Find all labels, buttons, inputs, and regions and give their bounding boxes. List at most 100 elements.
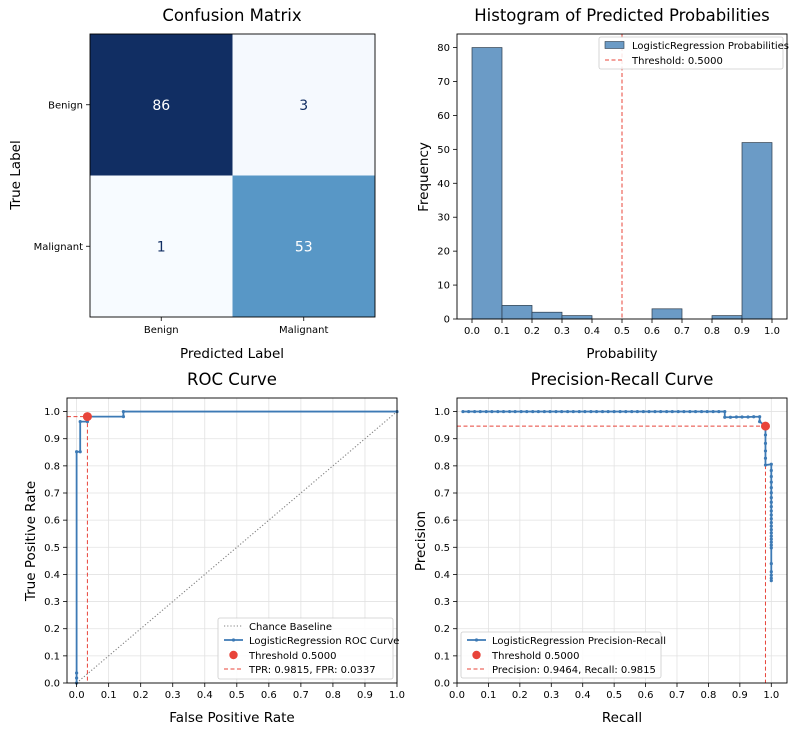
roc-legend-label-chance: Chance Baseline — [249, 622, 332, 633]
pr-curve-point — [467, 409, 471, 414]
roc-xtick-label: 0.0 — [69, 690, 85, 701]
pr-curve-point — [624, 409, 628, 414]
pr-xlabel: Recall — [602, 710, 642, 726]
pr-ytick-label: 0.7 — [434, 489, 450, 500]
roc-xtick-label: 0.5 — [229, 690, 245, 701]
pr-threshold-point — [760, 421, 770, 431]
histogram-xtick-label: 0.5 — [614, 326, 630, 337]
pr-curve-point — [647, 409, 651, 414]
roc-legend-threshold-marker — [229, 650, 238, 660]
histogram-bar — [741, 142, 773, 320]
pr-curve-point — [769, 579, 773, 583]
pr-curve-point — [769, 537, 773, 541]
roc-chance-line — [76, 411, 398, 684]
histogram-ytick-label: 80 — [437, 43, 450, 54]
roc-curve-point — [78, 420, 82, 424]
pr-curve-point — [758, 420, 762, 424]
roc-ytick-label: 0.2 — [44, 624, 60, 635]
roc-xtick-label: 0.3 — [165, 690, 181, 701]
roc-curve-point — [75, 676, 79, 680]
histogram-ytick-label: 60 — [437, 111, 450, 122]
pr-curve-point — [769, 561, 773, 566]
pr-xtick-label: 0.4 — [575, 690, 591, 701]
pr-curve-point — [507, 409, 512, 414]
pr-curve-point — [763, 463, 768, 467]
pr-curve-point — [571, 409, 575, 414]
histogram-ytick-label: 40 — [437, 179, 450, 190]
roc-legend-label-threshold: Threshold 0.5000 — [248, 651, 336, 662]
confusion-matrix-ylabel: True Label — [8, 140, 24, 210]
pr-curve-point — [589, 409, 593, 414]
roc-curve-point — [121, 409, 126, 414]
pr-curve-point — [594, 409, 599, 414]
histogram-ytick-label: 70 — [437, 77, 450, 88]
pr-curve-point — [769, 474, 773, 479]
pr-curve-point — [531, 409, 535, 414]
pr-legend-curve-marker — [474, 638, 479, 642]
roc-legend-label-tpr-fpr: TPR: 0.9815, FPR: 0.0337 — [248, 665, 376, 676]
histogram-ytick-label: 10 — [437, 281, 450, 292]
pr-curve-point — [728, 415, 733, 419]
pr-ytick-label: 0.3 — [434, 597, 450, 608]
pr-curve-point — [577, 409, 581, 414]
pr-curve-point — [769, 546, 773, 550]
pr-curve-point — [769, 573, 773, 577]
confusion-matrix-cell-value: 53 — [295, 239, 313, 255]
confusion-matrix-cell-value: 3 — [299, 98, 308, 114]
histogram-ylabel: Frequency — [416, 142, 432, 212]
roc-curve-point — [75, 671, 79, 675]
roc-xtick-label: 0.2 — [133, 690, 149, 701]
pr-curve-point — [699, 409, 704, 414]
pr-curve-point — [769, 496, 773, 500]
pr-curve-point — [752, 415, 756, 419]
pr-curve-point — [548, 409, 552, 414]
histogram-legend: LogisticRegression Probabilities Thresho… — [598, 36, 789, 70]
pr-curve-point — [554, 409, 558, 414]
roc-ytick-label: 0.5 — [44, 543, 60, 554]
pr-ytick-label: 0.2 — [434, 624, 450, 635]
confusion-matrix-title: Confusion Matrix — [162, 6, 302, 25]
histogram-xtick-label: 0.3 — [554, 326, 570, 337]
pr-ytick-label: 0.4 — [434, 570, 450, 581]
pr-xtick-label: 1.0 — [763, 690, 779, 701]
pr-curve-point — [560, 409, 564, 414]
roc-curve-point — [121, 414, 126, 419]
pr-curve-point — [473, 409, 477, 414]
pr-curve-point — [769, 534, 773, 538]
confusion-matrix-frame — [89, 33, 376, 318]
histogram-legend-label-bars: LogisticRegression Probabilities — [632, 41, 789, 52]
confusion-matrix-xtick-label: Malignant — [279, 325, 328, 336]
pr-curve-point — [490, 409, 494, 414]
roc-legend-curve-marker — [231, 638, 236, 642]
pr-curve-point — [769, 491, 773, 495]
pr-curve-point — [769, 520, 773, 525]
histogram-bar — [531, 311, 563, 320]
pr-curve-point — [566, 409, 570, 414]
confusion-matrix-cell-value: 1 — [157, 239, 166, 255]
pr-curve-point — [693, 409, 698, 414]
pr-xtick-label: 0.5 — [606, 690, 622, 701]
pr-curve-point — [769, 480, 773, 484]
pr-curve-point — [763, 449, 768, 453]
histogram-panel: Histogram of Predicted Probabilities 0.0… — [416, 6, 789, 362]
pr-curve-point — [513, 409, 517, 414]
histogram-ytick-label: 30 — [437, 213, 450, 224]
pr-curve-point — [676, 409, 680, 414]
roc-xtick-label: 0.7 — [293, 690, 309, 701]
pr-title: Precision-Recall Curve — [531, 370, 714, 389]
pr-xtick-label: 0.0 — [449, 690, 465, 701]
confusion-matrix-cell — [232, 175, 375, 317]
roc-ytick-label: 0.7 — [44, 489, 60, 500]
pr-curve-point — [630, 409, 634, 414]
pr-frame — [456, 397, 788, 684]
pr-curve-point — [723, 415, 727, 419]
confusion-matrix-cell — [232, 34, 375, 176]
roc-legend: Chance Baseline LogisticRegression ROC C… — [217, 617, 399, 680]
roc-ytick-label: 0.6 — [44, 516, 60, 527]
roc-legend-label-curve: LogisticRegression ROC Curve — [249, 636, 399, 647]
histogram-xtick-label: 0.2 — [524, 326, 540, 337]
roc-threshold-point — [82, 412, 92, 422]
roc-curve-point — [75, 450, 79, 454]
pr-ytick-label: 0.0 — [434, 679, 450, 690]
